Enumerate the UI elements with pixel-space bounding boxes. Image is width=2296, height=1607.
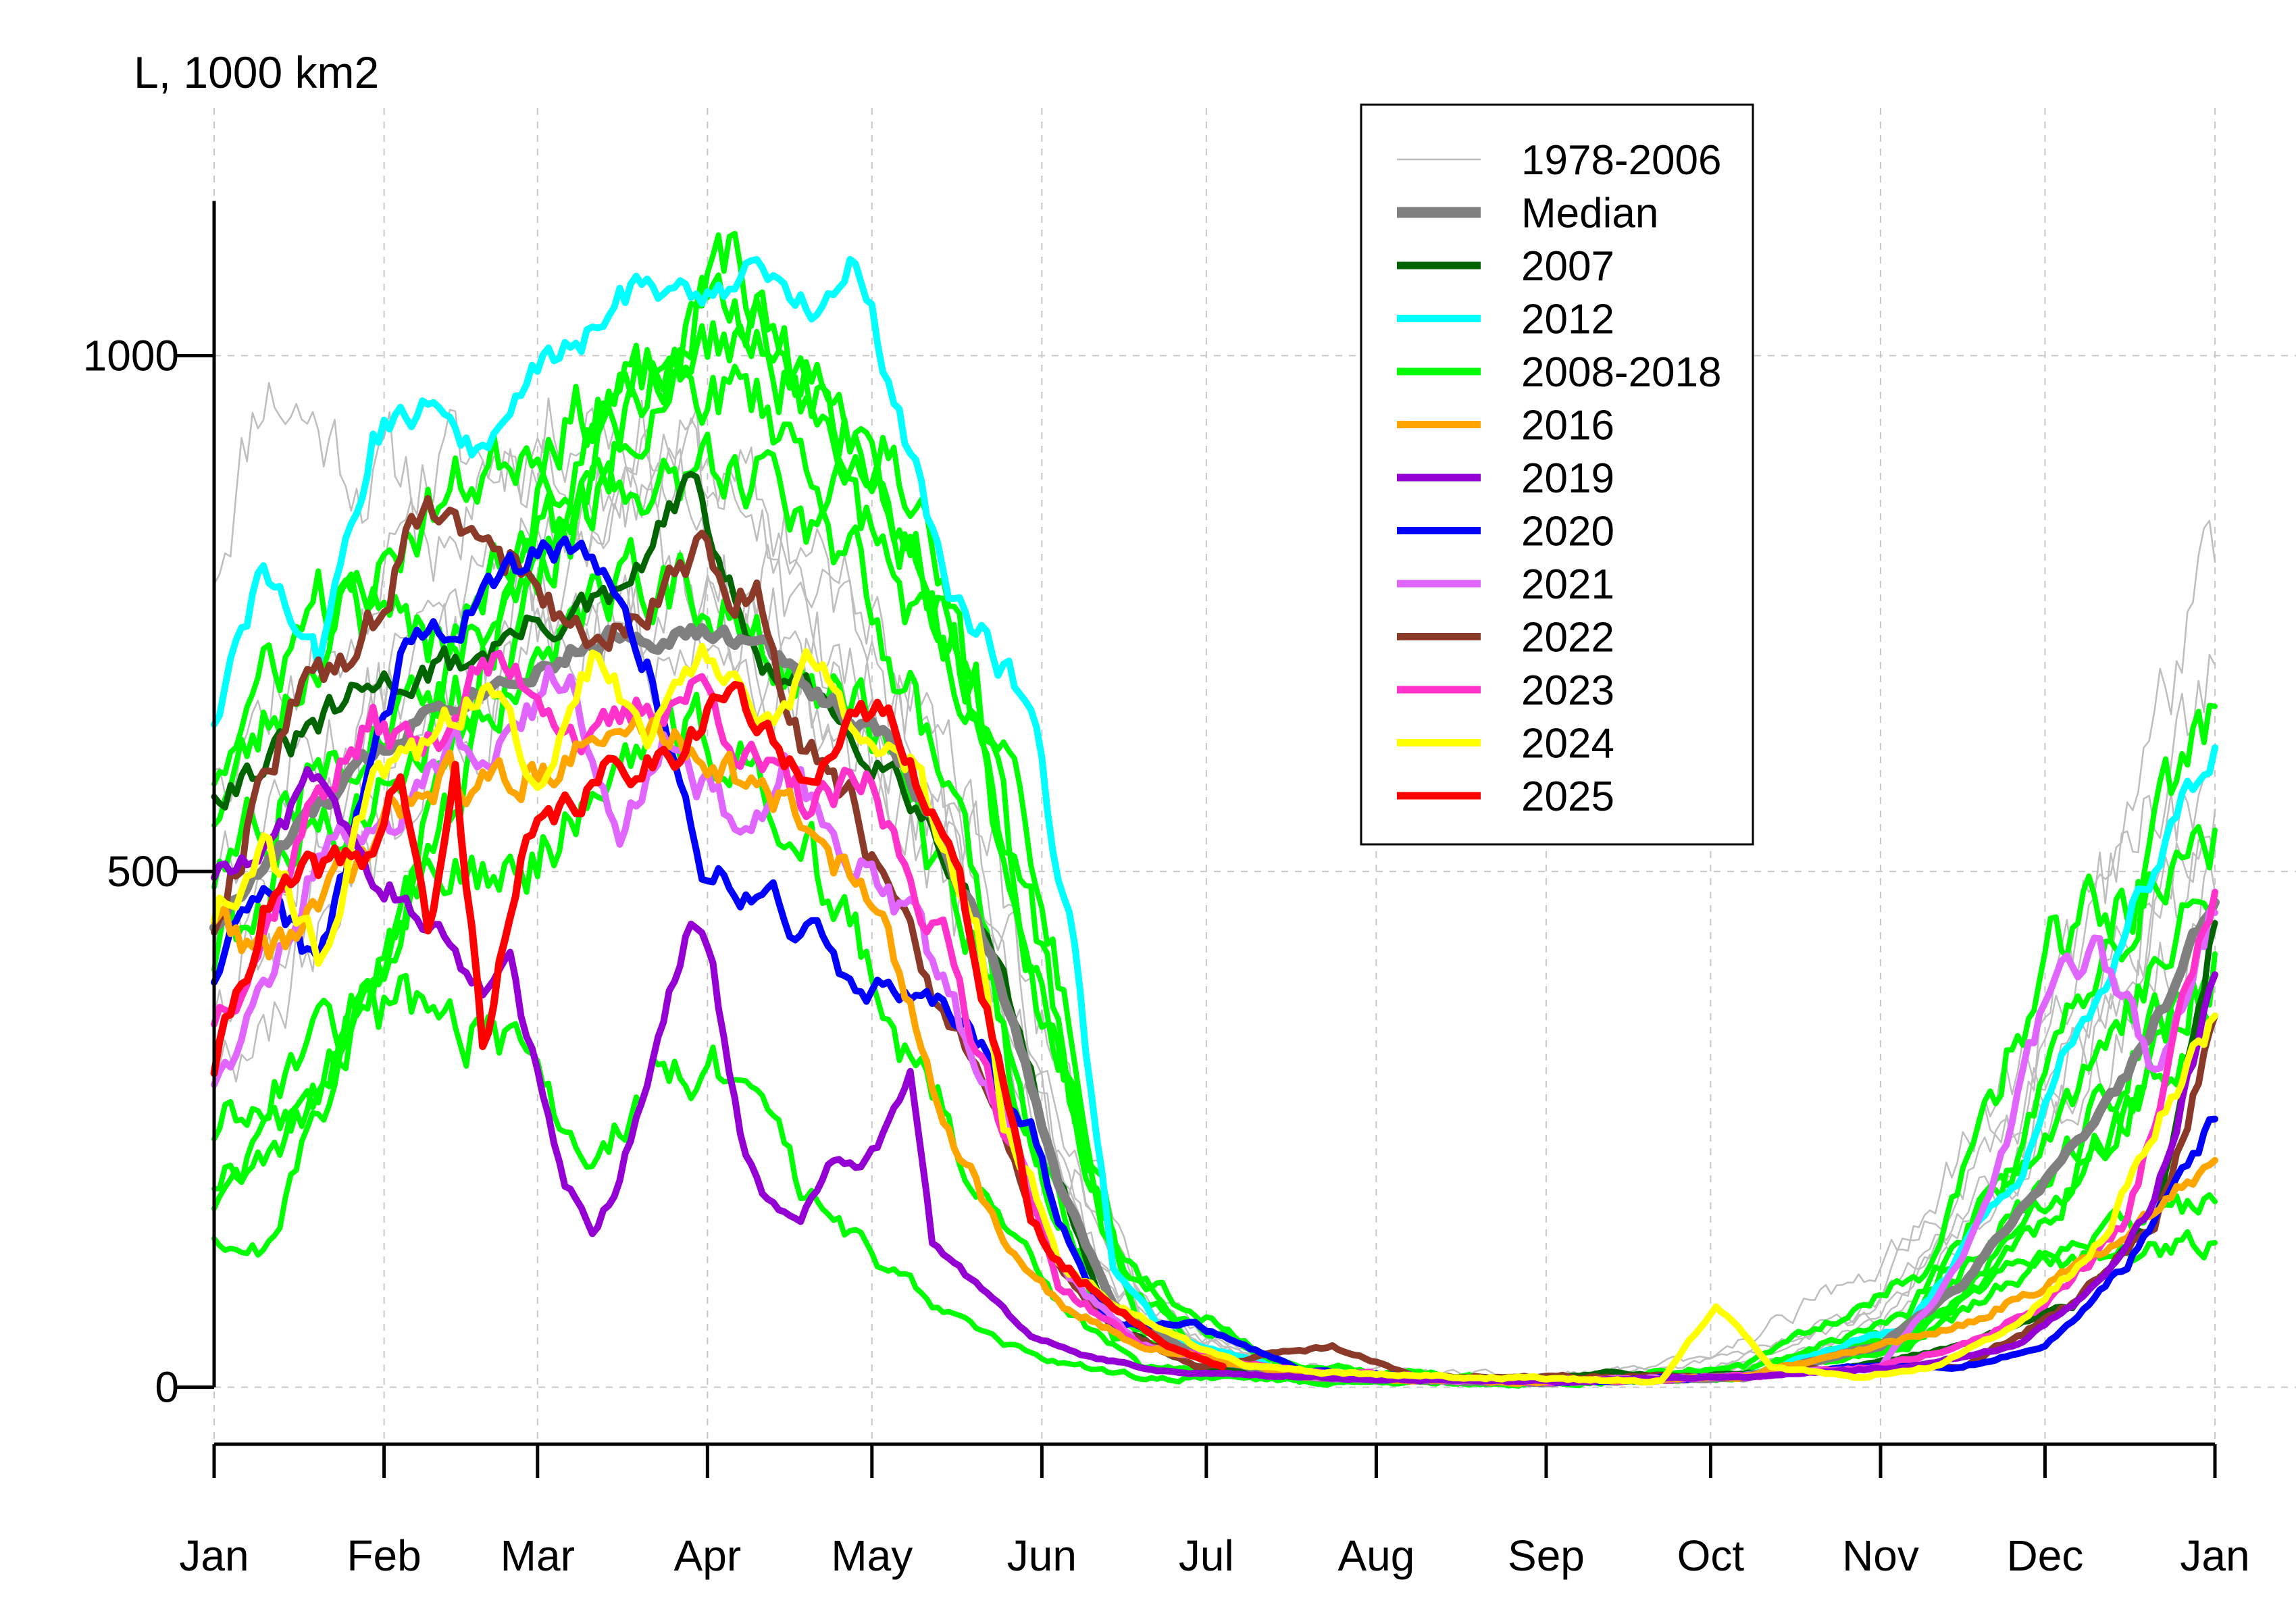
legend-label-1: Median: [1521, 190, 1658, 237]
legend-label-6: 2019: [1521, 455, 1614, 502]
legend: 1978-2006 Median 2007 2012 2008-2018 2016 2019…: [1360, 103, 1754, 846]
x-tick-label-12: Jan: [2180, 1531, 2249, 1580]
legend-label-5: 2016: [1521, 403, 1614, 449]
x-tick-label-2: Mar: [501, 1531, 575, 1580]
x-ticks: Jan Feb Mar Apr May Jun Jul Aug Sep Oct Nov Dec Jan: [179, 1444, 2250, 1580]
series-line-23: [211, 642, 2218, 1386]
x-tick-label-3: Apr: [674, 1531, 742, 1580]
y-ticks: 0 500 1000: [83, 332, 214, 1412]
x-tick-label-8: Sep: [1508, 1531, 1585, 1580]
x-tick-label-1: Feb: [347, 1531, 421, 1580]
x-tick-label-7: Aug: [1337, 1531, 1414, 1580]
x-tick-label-5: Jun: [1007, 1531, 1077, 1580]
x-tick-label-6: Jul: [1179, 1531, 1234, 1580]
legend-label-12: 2025: [1521, 773, 1614, 820]
legend-items: 1978-2006 Median 2007 2012 2008-2018 2016 2019…: [1397, 137, 1722, 820]
x-tick-label-9: Oct: [1677, 1531, 1745, 1580]
series-layer: [209, 230, 2220, 1389]
legend-label-3: 2012: [1521, 297, 1614, 343]
x-tick-label-11: Dec: [2007, 1531, 2084, 1580]
legend-label-2: 2007: [1521, 243, 1614, 290]
legend-label-10: 2023: [1521, 667, 1614, 714]
legend-label-7: 2020: [1521, 509, 1614, 555]
x-tick-label-10: Nov: [1842, 1531, 1919, 1580]
legend-label-4: 2008-2018: [1521, 349, 1722, 396]
legend-label-8: 2021: [1521, 561, 1614, 608]
x-tick-label-0: Jan: [179, 1531, 249, 1580]
y-axis-title: L, 1000 km2: [134, 47, 379, 97]
legend-label-11: 2024: [1521, 721, 1614, 767]
y-tick-label-0: 0: [155, 1363, 179, 1412]
series-line-22: [211, 766, 2218, 1386]
x-tick-label-4: May: [831, 1531, 913, 1580]
y-tick-label-2: 1000: [83, 332, 179, 380]
series-line-24: [210, 681, 1227, 1371]
legend-label-9: 2022: [1521, 615, 1614, 661]
legend-label-0: 1978-2006: [1521, 137, 1722, 184]
y-tick-label-1: 500: [107, 847, 179, 896]
